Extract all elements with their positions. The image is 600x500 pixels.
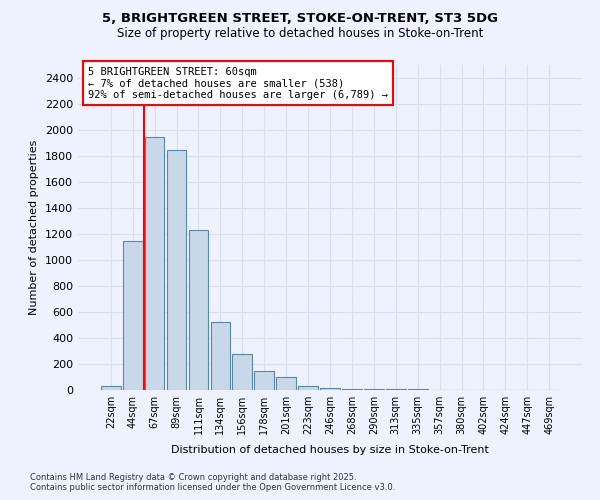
Bar	[276, 377, 296, 390]
Bar	[254, 370, 274, 390]
Bar	[188, 230, 208, 390]
Bar	[320, 388, 340, 390]
Bar	[342, 389, 362, 390]
Y-axis label: Number of detached properties: Number of detached properties	[29, 140, 40, 315]
Bar	[101, 386, 121, 390]
Text: Contains HM Land Registry data © Crown copyright and database right 2025.: Contains HM Land Registry data © Crown c…	[30, 474, 356, 482]
Bar	[145, 136, 164, 390]
Bar	[123, 240, 143, 390]
Text: 5, BRIGHTGREEN STREET, STOKE-ON-TRENT, ST3 5DG: 5, BRIGHTGREEN STREET, STOKE-ON-TRENT, S…	[102, 12, 498, 26]
Bar	[232, 354, 252, 390]
Bar	[211, 322, 230, 390]
X-axis label: Distribution of detached houses by size in Stoke-on-Trent: Distribution of detached houses by size …	[171, 446, 489, 456]
Bar	[167, 150, 187, 390]
Text: Size of property relative to detached houses in Stoke-on-Trent: Size of property relative to detached ho…	[117, 28, 483, 40]
Text: Contains public sector information licensed under the Open Government Licence v3: Contains public sector information licen…	[30, 484, 395, 492]
Text: 5 BRIGHTGREEN STREET: 60sqm
← 7% of detached houses are smaller (538)
92% of sem: 5 BRIGHTGREEN STREET: 60sqm ← 7% of deta…	[88, 66, 388, 100]
Bar	[298, 386, 318, 390]
